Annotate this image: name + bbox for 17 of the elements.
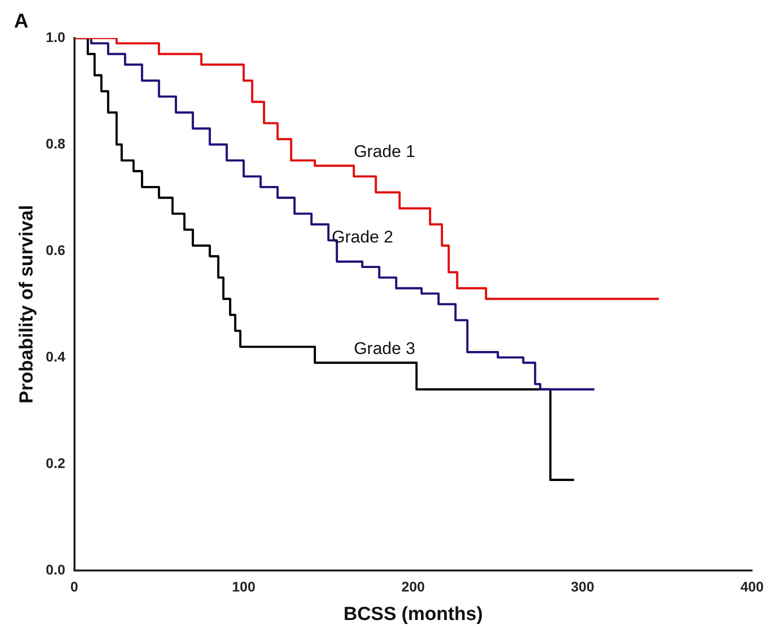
y-tick-label: 0.2 [46,454,66,471]
y-tick-label: 0.6 [46,242,66,258]
x-tick-label: 100 [232,578,256,595]
x-tick-label: 0 [70,578,78,595]
y-tick-label: 0.0 [46,561,66,578]
x-axis-title: BCSS (months) [343,604,483,625]
series-label: Grade 3 [354,339,416,358]
text: A [14,10,28,33]
series-label: Grade 1 [354,142,416,162]
y-tick-label: 0.8 [46,135,66,152]
y-tick-label: 0.4 [46,348,66,364]
x-tick-label: 400 [740,578,764,595]
x-tick-label: 300 [570,578,594,595]
series-label: Grade 2 [332,227,394,246]
y-tick-label: 1.0 [46,28,66,45]
x-tick-label: 200 [401,578,426,595]
y-axis-title: Probability of survival [16,204,38,404]
